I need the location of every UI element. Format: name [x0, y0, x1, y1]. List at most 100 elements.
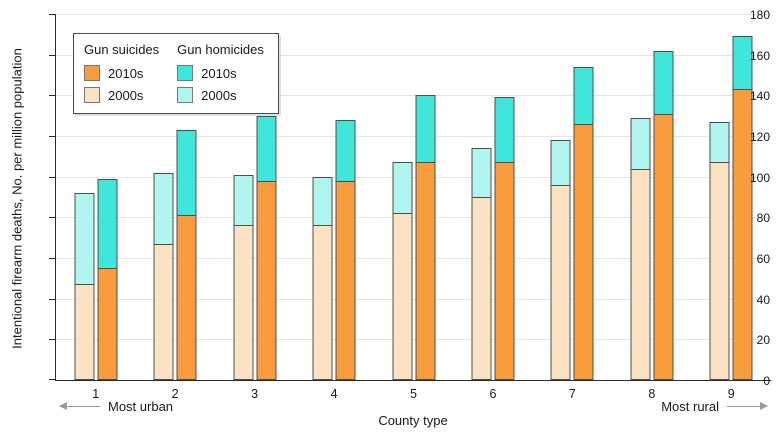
segment-suicide-2010s-county-7	[573, 123, 594, 380]
gridline-40	[56, 298, 771, 300]
x-category-label-3: 3	[251, 387, 259, 401]
gridline-140	[56, 95, 771, 97]
bar-2000s-county-1	[74, 192, 95, 380]
segment-suicide-2000s-county-1	[74, 284, 95, 380]
segment-homicide-2000s-county-5	[392, 162, 412, 214]
bar-2010s-county-3	[256, 115, 277, 380]
bar-2010s-county-2	[176, 129, 197, 380]
bar-2010s-county-9	[732, 36, 753, 380]
segment-homicide-2010s-county-7	[573, 66, 594, 124]
bar-group-county-3	[233, 115, 277, 380]
y-axis-tick-60	[49, 258, 56, 259]
segment-suicide-2010s-county-2	[176, 215, 197, 380]
y-tick-label-60: 60	[756, 252, 770, 266]
bar-2000s-county-2	[153, 172, 174, 380]
y-axis-tick-20	[49, 339, 56, 341]
legend-label: 2010s	[108, 65, 144, 81]
right-arrow-icon	[727, 403, 768, 410]
bar-2010s-county-4	[335, 119, 356, 380]
x-category-label-8: 8	[648, 387, 656, 401]
segment-homicide-2000s-county-7	[550, 140, 571, 185]
x-axis-title: County type	[378, 413, 448, 428]
bar-group-county-2	[153, 129, 197, 380]
most-rural-annotation: Most rural	[661, 399, 768, 414]
segment-homicide-2010s-county-4	[335, 119, 356, 181]
segment-suicide-2000s-county-2	[153, 243, 174, 380]
x-category-label-9: 9	[727, 387, 735, 401]
bar-group-county-8	[630, 50, 674, 380]
segment-homicide-2000s-county-4	[312, 176, 333, 226]
x-category-label-6: 6	[489, 387, 497, 401]
bar-2000s-county-5	[392, 162, 412, 380]
segment-homicide-2000s-county-3	[233, 174, 254, 226]
bar-2010s-county-6	[494, 97, 515, 380]
legend-label: 2010s	[201, 65, 237, 81]
bar-group-county-1	[74, 178, 118, 380]
gridline-60	[56, 258, 771, 259]
x-category-label-5: 5	[410, 387, 417, 401]
segment-homicide-2010s-county-2	[176, 129, 197, 216]
segment-homicide-2000s-county-8	[630, 117, 651, 169]
plot-area: Gun suicides 2010s 2000s Gun homicides 2…	[49, 14, 771, 401]
bar-2000s-county-7	[550, 140, 571, 380]
x-category-label-4: 4	[330, 387, 338, 401]
y-tick-label-140: 140	[749, 89, 770, 104]
segment-homicide-2000s-county-2	[153, 172, 174, 244]
bar-group-county-9	[709, 36, 753, 380]
y-tick-label-120: 120	[749, 130, 770, 144]
y-axis-tick-0	[49, 379, 56, 380]
gridline-120	[56, 136, 771, 137]
y-axis-tick-140	[49, 95, 56, 97]
gridline-180	[56, 14, 771, 15]
legend-label: 2000s	[201, 87, 237, 103]
bar-group-county-5	[392, 95, 435, 380]
y-tick-label-80: 80	[756, 211, 770, 226]
y-axis-tick-160	[49, 54, 56, 56]
segment-suicide-2000s-county-3	[233, 225, 254, 380]
segment-suicide-2000s-county-8	[630, 168, 651, 380]
segment-homicide-2000s-county-9	[709, 121, 730, 163]
bar-2010s-county-1	[97, 178, 118, 380]
legend-item-homicides-2010s: 2010s	[177, 65, 264, 81]
x-category-label-2: 2	[171, 387, 179, 401]
legend-item-suicides-2010s: 2010s	[84, 65, 159, 81]
segment-suicide-2010s-county-4	[335, 180, 356, 380]
most-rural-label: Most rural	[661, 399, 719, 414]
y-tick-label-180: 180	[749, 8, 770, 22]
segment-homicide-2000s-county-1	[74, 192, 95, 285]
segment-homicide-2010s-county-8	[653, 50, 674, 114]
legend-item-suicides-2000s: 2000s	[84, 87, 159, 103]
y-tick-label-40: 40	[756, 292, 770, 307]
gridline-100	[56, 176, 771, 178]
segment-suicide-2010s-county-3	[256, 180, 277, 380]
bar-2000s-county-8	[630, 117, 651, 380]
y-axis-tick-120	[49, 136, 56, 137]
bar-group-county-7	[550, 66, 594, 380]
bar-group-county-6	[471, 97, 515, 380]
bar-2010s-county-8	[653, 50, 674, 380]
legend-item-homicides-2000s: 2000s	[177, 87, 264, 103]
segment-suicide-2000s-county-4	[312, 225, 333, 380]
segment-suicide-2000s-county-9	[709, 162, 730, 380]
segment-suicide-2010s-county-6	[494, 162, 515, 380]
segment-suicide-2000s-county-7	[550, 184, 571, 380]
suicides-2010s-swatch	[84, 65, 100, 81]
left-arrow-icon	[59, 403, 100, 410]
legend-title-suicides: Gun suicides	[84, 42, 160, 57]
segment-homicide-2000s-county-6	[471, 148, 492, 197]
legend-title-homicides: Gun homicides	[177, 42, 264, 57]
x-category-label-7: 7	[568, 387, 576, 401]
x-category-label-1: 1	[92, 387, 100, 401]
bar-group-county-4	[312, 119, 356, 380]
y-tick-label-160: 160	[749, 48, 770, 63]
segment-homicide-2010s-county-5	[415, 95, 435, 163]
legend: Gun suicides 2010s 2000s Gun homicides 2…	[73, 33, 279, 114]
segment-homicide-2010s-county-3	[256, 115, 277, 181]
y-tick-label-0: 0	[763, 374, 770, 388]
segment-homicide-2010s-county-1	[97, 178, 118, 269]
suicides-2000s-swatch	[84, 87, 100, 103]
bar-2000s-county-6	[471, 148, 492, 380]
segment-suicide-2000s-county-5	[392, 213, 412, 380]
gridline-160	[56, 54, 771, 56]
